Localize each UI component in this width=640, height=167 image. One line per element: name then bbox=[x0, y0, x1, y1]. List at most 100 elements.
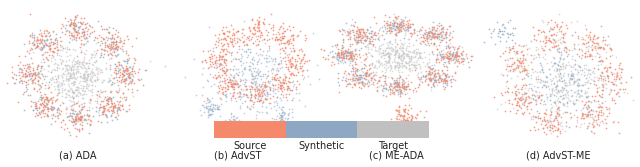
Point bbox=[463, 65, 474, 68]
Point bbox=[284, 87, 294, 90]
Point bbox=[593, 110, 604, 113]
Point bbox=[598, 46, 608, 49]
Point bbox=[280, 77, 290, 79]
Point bbox=[61, 76, 72, 79]
Point bbox=[253, 57, 264, 60]
Point bbox=[233, 126, 243, 128]
Point bbox=[548, 56, 558, 58]
Point bbox=[257, 85, 267, 88]
Point bbox=[46, 101, 56, 104]
Point bbox=[228, 67, 238, 70]
Point bbox=[296, 59, 306, 62]
Point bbox=[85, 123, 95, 126]
Point bbox=[561, 46, 572, 49]
Point bbox=[404, 44, 415, 47]
Point bbox=[422, 40, 432, 43]
Point bbox=[61, 68, 72, 71]
Point bbox=[498, 52, 508, 54]
Point bbox=[389, 24, 399, 27]
Point bbox=[452, 64, 462, 67]
Point bbox=[387, 77, 397, 79]
Point bbox=[292, 35, 302, 37]
Point bbox=[212, 107, 222, 110]
Point bbox=[296, 48, 307, 51]
Point bbox=[441, 41, 451, 43]
Point bbox=[127, 68, 138, 70]
Point bbox=[589, 82, 599, 85]
Point bbox=[561, 49, 571, 52]
Point bbox=[579, 73, 589, 76]
Point bbox=[252, 89, 262, 92]
Point bbox=[89, 72, 99, 75]
Point bbox=[576, 109, 586, 112]
Point bbox=[73, 71, 83, 73]
Point bbox=[448, 51, 458, 53]
Point bbox=[241, 38, 252, 41]
Point bbox=[60, 69, 70, 72]
Point bbox=[79, 31, 89, 33]
Point bbox=[12, 78, 22, 80]
Point bbox=[580, 23, 591, 26]
Point bbox=[339, 53, 349, 55]
Point bbox=[118, 58, 128, 61]
Point bbox=[426, 78, 436, 81]
Point bbox=[437, 55, 447, 58]
Point bbox=[110, 115, 120, 118]
Point bbox=[76, 87, 86, 90]
Point bbox=[357, 77, 367, 80]
Point bbox=[406, 116, 417, 118]
Point bbox=[513, 65, 524, 68]
Point bbox=[541, 98, 552, 100]
Point bbox=[33, 64, 44, 66]
Point bbox=[612, 74, 622, 76]
Point bbox=[436, 79, 446, 82]
Point bbox=[74, 62, 84, 65]
Point bbox=[391, 18, 401, 20]
Point bbox=[429, 33, 439, 36]
Point bbox=[583, 114, 593, 116]
Point bbox=[79, 75, 90, 78]
Point bbox=[70, 94, 81, 97]
Point bbox=[415, 79, 425, 82]
Point bbox=[392, 42, 403, 45]
Point bbox=[500, 81, 511, 84]
Point bbox=[438, 55, 448, 58]
Point bbox=[237, 70, 248, 72]
Point bbox=[253, 68, 264, 70]
Point bbox=[250, 89, 260, 92]
Point bbox=[397, 20, 407, 23]
Point bbox=[349, 76, 360, 79]
Point bbox=[444, 57, 454, 59]
Point bbox=[227, 34, 237, 37]
Point bbox=[561, 125, 571, 127]
Point bbox=[607, 81, 617, 84]
Point bbox=[125, 79, 135, 82]
Point bbox=[112, 106, 122, 109]
Point bbox=[434, 80, 444, 83]
Point bbox=[97, 28, 107, 31]
Point bbox=[76, 50, 86, 53]
Point bbox=[509, 85, 519, 88]
Point bbox=[595, 74, 605, 77]
Point bbox=[123, 83, 133, 86]
Point bbox=[374, 39, 384, 42]
Point bbox=[51, 44, 61, 47]
Point bbox=[390, 82, 401, 85]
Point bbox=[387, 23, 397, 26]
Point bbox=[102, 45, 112, 47]
Point bbox=[385, 69, 395, 72]
Point bbox=[340, 22, 351, 24]
Point bbox=[615, 81, 625, 84]
Point bbox=[337, 58, 348, 61]
Point bbox=[564, 99, 575, 102]
Point bbox=[50, 46, 60, 49]
Point bbox=[408, 89, 418, 91]
Point bbox=[424, 35, 434, 38]
Point bbox=[272, 95, 282, 98]
Point bbox=[65, 99, 76, 102]
Point bbox=[71, 135, 81, 137]
Point bbox=[391, 109, 401, 112]
Point bbox=[585, 53, 595, 56]
Point bbox=[362, 74, 372, 77]
Point bbox=[54, 104, 65, 107]
